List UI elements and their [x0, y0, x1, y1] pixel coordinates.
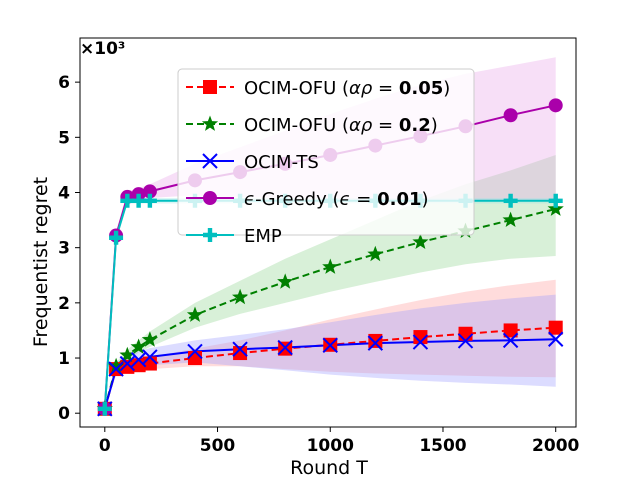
legend-marker-series-2	[201, 115, 219, 131]
marker-series-1-point-12	[458, 326, 473, 341]
marker-series-1-point-13	[503, 323, 518, 338]
marker-series-5-point-4	[131, 193, 146, 208]
marker-series-1-point-7	[233, 346, 248, 361]
legend-label-series-4: ϵ-Greedy (ϵ = 0.01)	[244, 189, 429, 210]
line-series-2	[103, 208, 556, 410]
plot-frame	[79, 37, 577, 428]
y-tick-label: 3	[58, 239, 70, 259]
marker-series-3-point-6	[187, 343, 203, 360]
y-tick-label: 0	[58, 404, 70, 424]
y-tick-label: 1	[58, 349, 70, 369]
marker-series-5-point-13	[503, 193, 518, 208]
x-axis-label: Round T	[290, 457, 368, 479]
marker-series-3-point-4	[130, 351, 147, 368]
legend-label-series-5: EMP	[244, 226, 282, 247]
marker-series-4-point-13	[503, 108, 518, 123]
legend-marker-series-4	[203, 191, 217, 205]
legend-label-series-1: OCIM-OFU (αρ = 0.05)	[244, 78, 450, 99]
marker-series-2-point-8	[277, 273, 294, 289]
marker-series-3-point-5	[142, 349, 158, 365]
marker-series-5-point-14	[548, 193, 563, 208]
marker-series-3-point-10	[367, 335, 384, 351]
band-series-3	[104, 294, 556, 411]
x-axis-ticks: 0 500 1000 1500 2000	[99, 427, 580, 456]
x-tick-label: 2000	[532, 436, 579, 456]
y-axis-scale-label: ×10³	[80, 39, 125, 59]
marker-series-3-point-13	[502, 332, 519, 349]
marker-series-1-point-3	[120, 359, 135, 374]
x-tick-label: 1000	[307, 436, 354, 456]
marker-series-2-point-10	[367, 245, 384, 262]
marker-series-3-point-12	[457, 333, 474, 349]
legend-label-series-2: OCIM-OFU (αρ = 0.2)	[244, 115, 438, 136]
marker-series-2-point-2	[108, 357, 125, 374]
legend-marker-series-3	[202, 153, 218, 169]
marker-series-4-point-14	[548, 98, 563, 113]
marker-series-5-point-3	[120, 193, 135, 208]
marker-series-3-point-8	[277, 339, 293, 356]
marker-series-1-point-11	[413, 330, 428, 345]
marker-series-3-point-14	[548, 331, 564, 347]
line-series-1	[103, 326, 556, 410]
marker-series-3-point-3	[119, 355, 136, 372]
y-tick-label: 5	[58, 128, 70, 148]
marker-series-5-point-1	[97, 401, 112, 416]
x-tick-label: 0	[99, 436, 111, 456]
marker-series-2-point-4	[130, 338, 147, 354]
marker-series-2-point-5	[141, 331, 158, 347]
y-axis-label: Frequentist regret	[30, 177, 52, 347]
y-tick-label: 4	[58, 183, 70, 203]
y-tick-label: 2	[58, 294, 70, 314]
legend-marker-series-1	[203, 80, 217, 94]
marker-series-2-point-3	[119, 346, 136, 363]
marker-series-1-point-4	[131, 358, 146, 373]
marker-series-3-point-7	[232, 341, 248, 357]
x-tick-label: 500	[200, 436, 236, 456]
x-tick-label: 1500	[419, 436, 466, 456]
marker-series-2-point-9	[322, 258, 339, 274]
marker-series-3-point-2	[108, 361, 124, 377]
y-axis-ticks: 0 1 2 3 4 5 6	[58, 73, 80, 424]
marker-series-1-point-14	[548, 320, 563, 335]
y-tick-label: 6	[58, 73, 70, 93]
marker-series-1-point-10	[368, 333, 383, 348]
marker-series-2-point-7	[232, 288, 249, 305]
legend: OCIM-OFU (αρ = 0.05) OCIM-OFU (αρ = 0.2) O…	[177, 68, 475, 247]
marker-series-1-point-5	[142, 356, 157, 371]
legend-label-series-3: OCIM-TS	[244, 152, 319, 173]
marker-series-2-point-14	[547, 200, 564, 216]
legend-marker-series-5	[203, 228, 217, 242]
marker-series-2-point-13	[502, 211, 519, 227]
marker-series-1-point-6	[187, 351, 202, 366]
marker-series-3-point-9	[322, 337, 338, 354]
marker-series-3-point-11	[412, 334, 429, 350]
marker-series-2-point-11	[412, 233, 429, 249]
marker-series-5-point-5	[142, 193, 157, 208]
marker-series-5-point-2	[109, 230, 124, 245]
marker-series-2-point-6	[186, 306, 204, 322]
marker-series-4-point-5	[142, 184, 157, 199]
legend-box	[177, 68, 475, 236]
